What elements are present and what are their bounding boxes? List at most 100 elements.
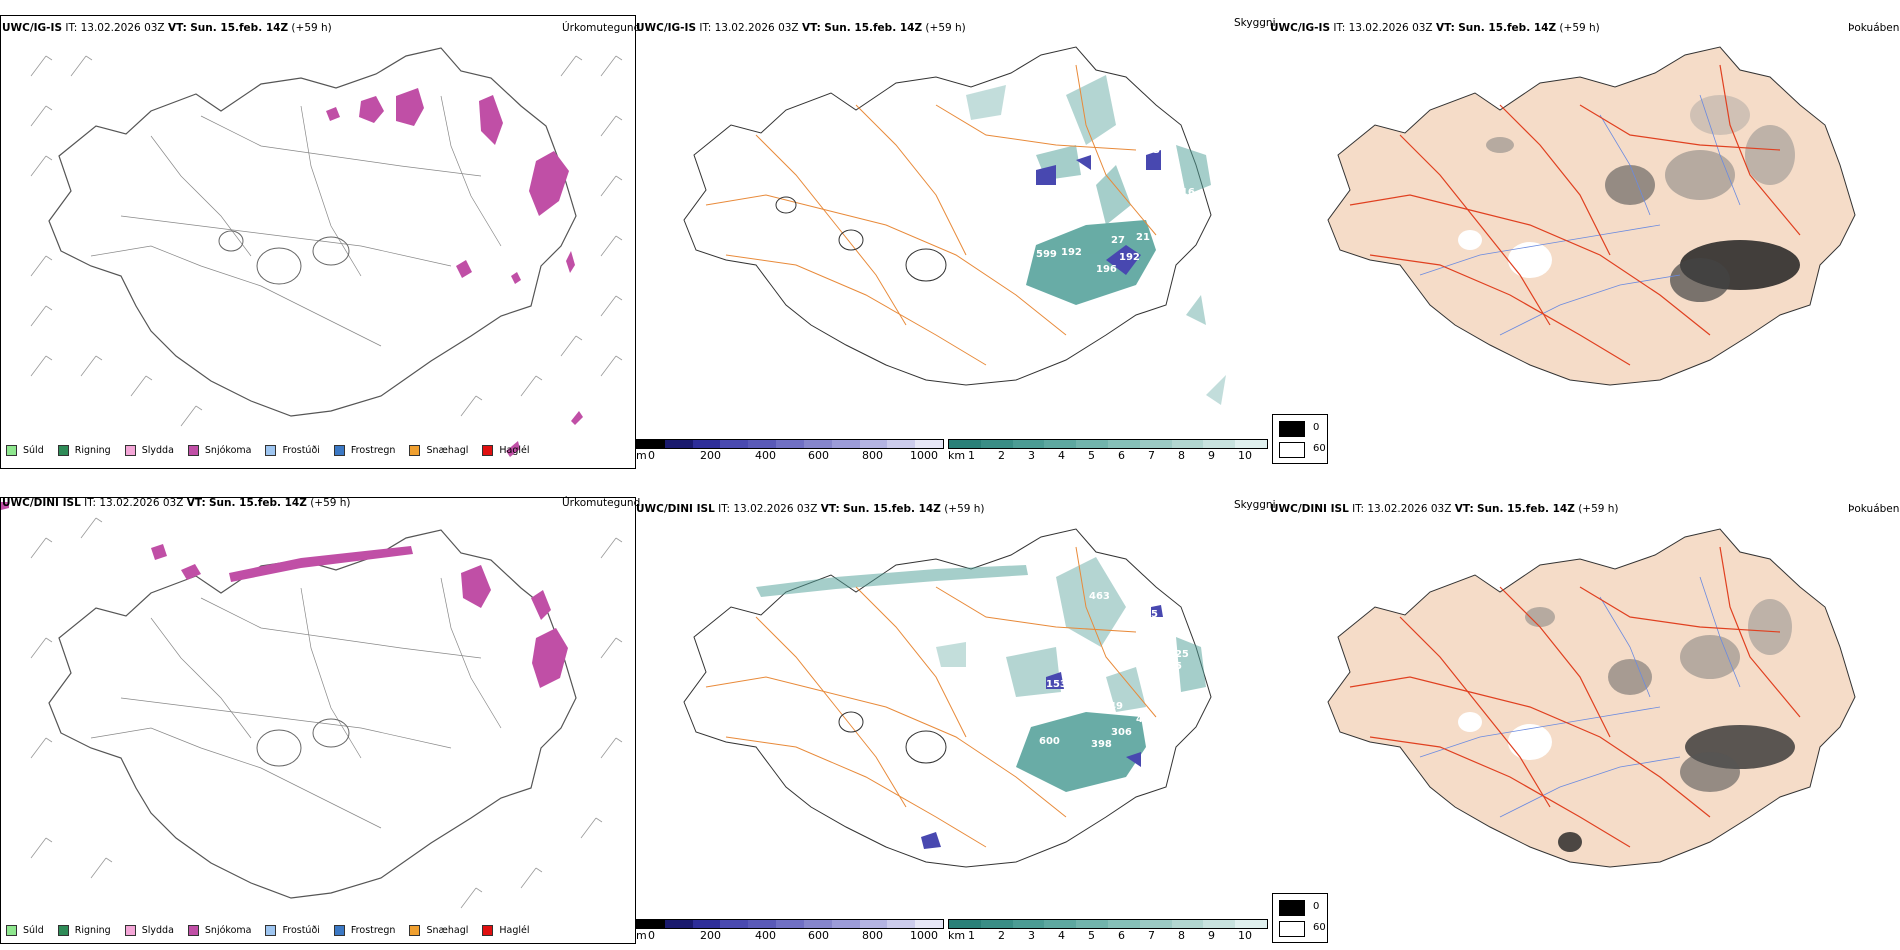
ceiling-scale-1 [636,439,944,449]
legend-item: Frostúði [265,444,320,456]
lead-time: (+59 h) [1559,22,1600,34]
ceiling-areas [921,605,1163,849]
legend-swatch [482,924,494,936]
rivers [1419,576,1741,818]
it-value: 13.02.2026 03Z [714,22,799,34]
legend-item: Haglél [482,924,530,936]
roads-vis [705,64,1157,366]
vis-areas [756,557,1206,792]
snow-areas [1,502,568,688]
road-network [90,95,502,347]
scale-swatch [1012,440,1045,448]
roads-fog [1349,546,1801,848]
ceiling-tick: 600 [808,929,829,942]
scale-swatch [949,920,981,928]
lead-time: (+59 h) [944,503,985,515]
cloud-key-label: 60 [1313,922,1326,933]
scale-swatch [803,440,832,448]
wind-barbs [30,517,623,909]
panel-title-visibility: Skyggni [1234,499,1276,511]
row2: UWC/DINI ISL IT: 13.02.2026 03Z VT: Sun.… [0,475,1900,950]
panel-title-precip: Úrkomutegund [562,22,641,34]
vt-label: VT: [801,22,821,34]
white-patches [1458,230,1552,278]
legend-swatch [187,444,199,456]
cloud-base-labels: 599 192 196 192 416 55 288 53 27 21 44 [971,145,1195,275]
roads-fog [1349,64,1801,366]
vis-tick: 7 [1148,929,1155,942]
scale-swatch [692,920,721,928]
scale-swatch [720,440,749,448]
cloud-base-label: 49 [1109,701,1123,712]
scale-swatch [915,440,943,448]
legend-swatch [265,444,277,456]
it-value: 13.02.2026 03Z [80,22,165,34]
vt-value: Sun. 15.feb. 14Z [209,497,307,509]
vis-tick: 5 [1088,449,1095,462]
visibility-map-2[interactable]: 463 95 825 55 600 398 306 153 367 49 44 … [636,517,1276,912]
scale-swatch [748,440,777,448]
it-label: IT: [718,503,731,515]
legend-label: Frostúði [282,924,320,936]
vis-unit: km [948,449,966,462]
vt-label: VT: [186,497,206,509]
header-precip-1: UWC/IG-IS IT: 13.02.2026 03Z VT: Sun. 15… [2,22,332,34]
legend-item: Rigning [57,444,111,456]
visibility-map-1[interactable]: 599 192 196 192 416 55 288 53 27 21 44 [636,35,1276,435]
legend-swatch [57,444,69,456]
scale-swatch [980,920,1013,928]
legend-swatch [6,924,17,936]
vis-tick: 1 [968,449,975,462]
vt-value: Sun. 15.feb. 14Z [1458,22,1557,34]
glacier-outlines [838,711,947,764]
fog-shading [1486,95,1800,302]
legend-label: Slydda [141,444,174,456]
iceland-outline [48,529,577,899]
vis-tick: 10 [1238,449,1252,462]
header-fog-1: UWC/IG-IS IT: 13.02.2026 03Z VT: Sun. 15… [1270,22,1600,34]
cloud-base-label: 55 [1176,205,1190,216]
legend-item: Snjókoma [187,444,251,456]
legend-label: Slydda [141,924,174,936]
scale-swatch [859,440,888,448]
lead-time: (+59 h) [291,22,332,34]
fog-map-1[interactable] [1300,35,1900,435]
precip-legend-1: Súld Rigning Slydda Snjókoma Frostúði Fr… [6,440,544,460]
cloud-base-label: 367 [1021,697,1042,708]
legend-item: Rigning [57,924,111,936]
legend-swatch [333,924,345,936]
precip-map-1[interactable] [1,16,635,468]
precip-legend-2: Súld Rigning Slydda Snjókoma Frostúði Fr… [6,920,544,940]
scale-swatch [1139,920,1172,928]
legend-item: Súld [6,924,44,936]
scale-swatch [1107,440,1140,448]
legend-swatch [124,444,136,456]
header-fog-2: UWC/DINI ISL IT: 13.02.2026 03Z VT: Sun.… [1270,503,1619,515]
scale-swatch [664,440,693,448]
scale-swatch [803,920,832,928]
cloud-base-label: 288 [1001,187,1022,198]
precip-map-2[interactable] [1,498,635,943]
iceland-land [1327,528,1856,868]
header-visibility-1: UWC/IG-IS IT: 13.02.2026 03Z VT: Sun. 15… [636,22,966,34]
model-name: UWC/DINI ISL [636,503,715,515]
fog-map-2[interactable] [1300,517,1900,912]
vis-tick: 4 [1058,929,1065,942]
cloud-key-swatch [1279,921,1305,937]
vis-tick: 1 [968,929,975,942]
header-precip-2: UWC/DINI ISL IT: 13.02.2026 03Z VT: Sun.… [2,497,351,509]
scale-swatch [1171,440,1204,448]
scale-swatch [949,440,981,448]
legend-swatch [409,924,421,936]
legend-label: Frostregn [350,924,396,936]
vis-tick: 9 [1208,929,1215,942]
scale-swatch [1235,440,1267,448]
model-name: UWC/IG-IS [636,22,697,34]
vis-tick: 6 [1118,449,1125,462]
cloud-base-label: 825 [1168,649,1189,660]
ceiling-tick: 400 [755,929,776,942]
ceiling-tick: 0 [648,929,655,942]
legend-swatch [333,444,345,456]
scale-swatch [748,920,777,928]
fog-panel-2 [1300,517,1900,912]
